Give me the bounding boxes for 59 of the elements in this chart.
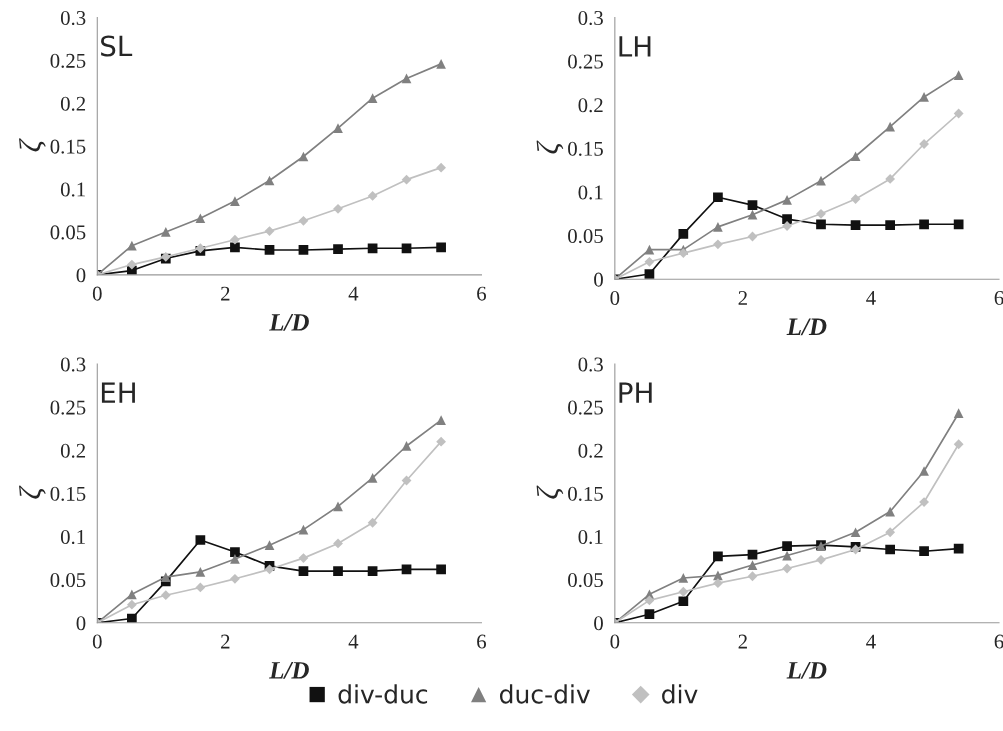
y-tick-label: 0.3 (60, 357, 86, 372)
x-tick-label: 6 (477, 286, 487, 301)
y-tick-label: 0 (76, 268, 86, 283)
y-tick-label: 0.3 (578, 357, 603, 372)
y-tick-label: 0.25 (568, 54, 603, 69)
x-tick-label: 2 (221, 634, 230, 649)
y-tick-label: 0.25 (568, 400, 603, 415)
y-tick-label: 0.05 (568, 573, 603, 588)
y-axis-title: ζ (19, 138, 46, 152)
x-tick-label: 4 (866, 291, 876, 305)
x-tick-label: 4 (348, 286, 359, 301)
y-axis-title: ζ (536, 485, 564, 499)
y-tick-label: 0.2 (578, 443, 603, 458)
y-tick-label: 0.3 (578, 10, 603, 26)
annotation: EH (101, 382, 135, 403)
x-tick-label: 4 (866, 634, 876, 649)
y-tick-label: 0.15 (568, 486, 603, 501)
y-tick-label: 0.05 (50, 573, 86, 588)
y-tick-label: 0.1 (60, 182, 85, 197)
legend-label: div-duc (338, 684, 428, 704)
y-tick-label: 0.05 (568, 229, 603, 244)
y-tick-label: 0.2 (60, 96, 86, 111)
y-tick-label: 0.15 (50, 486, 86, 501)
x-tick-label: 2 (738, 291, 747, 305)
y-tick-label: 0.2 (60, 443, 86, 458)
y-tick-label: 0.15 (568, 141, 603, 156)
y-axis-title: ζ (19, 485, 46, 499)
y-tick-label: 0 (594, 616, 603, 631)
y-tick-label: 0.25 (50, 53, 86, 68)
annotation: LH (619, 36, 651, 57)
y-tick-label: 0.05 (50, 225, 86, 240)
x-tick-label: 6 (477, 634, 487, 649)
y-tick-label: 0.1 (60, 529, 85, 545)
x-tick-label: 2 (221, 286, 230, 301)
annotation: SL (101, 35, 133, 57)
x-tick-label: 6 (994, 291, 1003, 306)
y-tick-label: 0 (76, 616, 86, 631)
y-tick-label: 0.15 (50, 139, 86, 154)
x-tick-label: 2 (738, 634, 747, 649)
y-tick-label: 0.3 (60, 10, 86, 26)
x-tick-label: 0 (610, 634, 620, 649)
x-axis-title: L/D (269, 662, 309, 679)
legend-label: div (662, 684, 698, 704)
y-tick-label: 0 (594, 272, 603, 287)
y-tick-label: 0.1 (578, 185, 603, 200)
y-tick-label: 0.25 (50, 400, 86, 415)
x-tick-label: 0 (92, 286, 102, 301)
x-tick-label: 4 (348, 634, 359, 649)
x-tick-label: 6 (994, 634, 1003, 649)
x-tick-label: 0 (610, 290, 620, 306)
y-axis-title: ζ (536, 140, 564, 154)
x-axis-title: L/D (786, 318, 827, 336)
x-axis-title: L/D (269, 314, 309, 331)
y-tick-label: 0.2 (578, 98, 603, 113)
x-tick-label: 0 (92, 634, 102, 649)
y-tick-label: 0.1 (578, 529, 603, 545)
legend-label: duc-div (499, 684, 590, 704)
x-axis-title: L/D (786, 662, 827, 679)
annotation: PH (619, 382, 652, 403)
